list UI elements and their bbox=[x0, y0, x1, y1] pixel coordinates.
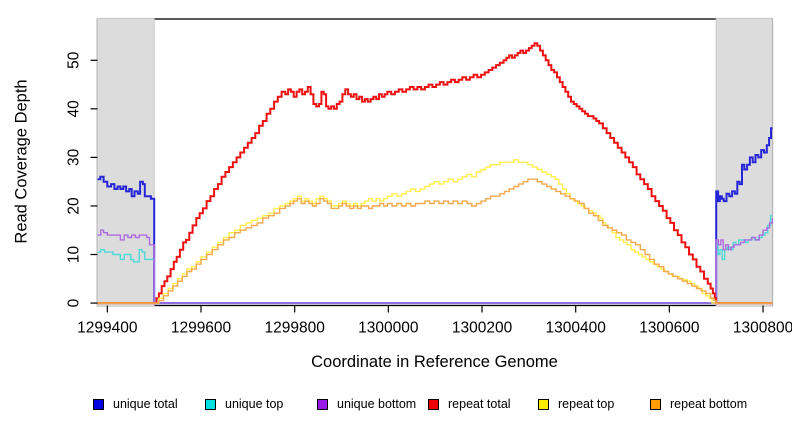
chart-svg: 1299400 1299600 1299800 1300000 1300200 13004… bbox=[66, 17, 792, 337]
y-tick-label: 50 bbox=[66, 51, 83, 69]
shaded-region-left bbox=[97, 17, 155, 307]
legend-swatch-icon bbox=[538, 398, 549, 410]
legend-swatch-icon bbox=[205, 398, 216, 410]
y-tick-label: 0 bbox=[66, 298, 83, 307]
series-line-unique-total bbox=[97, 127, 773, 305]
legend-item-repeat-bottom: repeat bottom bbox=[650, 397, 747, 411]
x-tick-label: 1299600 bbox=[171, 320, 232, 337]
legend-label: repeat total bbox=[448, 397, 511, 411]
legend-label: repeat bottom bbox=[670, 397, 748, 411]
legend-item-unique-bottom: unique bottom bbox=[317, 397, 416, 411]
legend-label: unique total bbox=[113, 397, 178, 411]
series-line-unique-top bbox=[97, 215, 773, 304]
series-line-repeat-total bbox=[97, 42, 773, 305]
legend-item-repeat-total: repeat total bbox=[428, 397, 511, 411]
legend-label: unique top bbox=[225, 397, 284, 411]
legend-item-unique-total: unique total bbox=[93, 397, 178, 411]
x-tick-label: 1299800 bbox=[265, 320, 326, 337]
y-axis-title: Read Coverage Depth bbox=[12, 79, 31, 244]
legend-swatch-icon bbox=[428, 398, 439, 410]
shaded-region-right bbox=[715, 17, 773, 307]
legend-item-unique-top: unique top bbox=[205, 397, 283, 411]
plot-box bbox=[96, 18, 774, 307]
x-tick-label: 1300200 bbox=[452, 320, 513, 337]
x-axis-title: Coordinate in Reference Genome bbox=[311, 353, 558, 371]
series-line-repeat-bottom bbox=[97, 178, 773, 304]
y-tick-label: 30 bbox=[66, 148, 83, 166]
x-tick-label: 1300600 bbox=[639, 320, 700, 337]
legend-item-repeat-top: repeat top bbox=[538, 397, 614, 411]
x-tick-label: 1300000 bbox=[358, 320, 419, 337]
legend-label: repeat top bbox=[558, 397, 615, 411]
y-tick-label: 10 bbox=[66, 246, 83, 264]
x-tick-label: 1299400 bbox=[77, 320, 138, 337]
legend-swatch-icon bbox=[93, 398, 104, 410]
legend-label: unique bottom bbox=[337, 397, 417, 411]
series-line-repeat-top bbox=[97, 159, 773, 304]
legend-swatch-icon bbox=[317, 398, 328, 410]
legend-swatch-icon bbox=[650, 398, 661, 410]
x-tick-label: 1300800 bbox=[733, 320, 792, 337]
x-tick-label: 1300400 bbox=[546, 320, 607, 337]
series-line-unique-bottom bbox=[97, 218, 774, 304]
y-tick-label: 20 bbox=[66, 197, 83, 215]
y-tick-label: 40 bbox=[66, 100, 83, 118]
